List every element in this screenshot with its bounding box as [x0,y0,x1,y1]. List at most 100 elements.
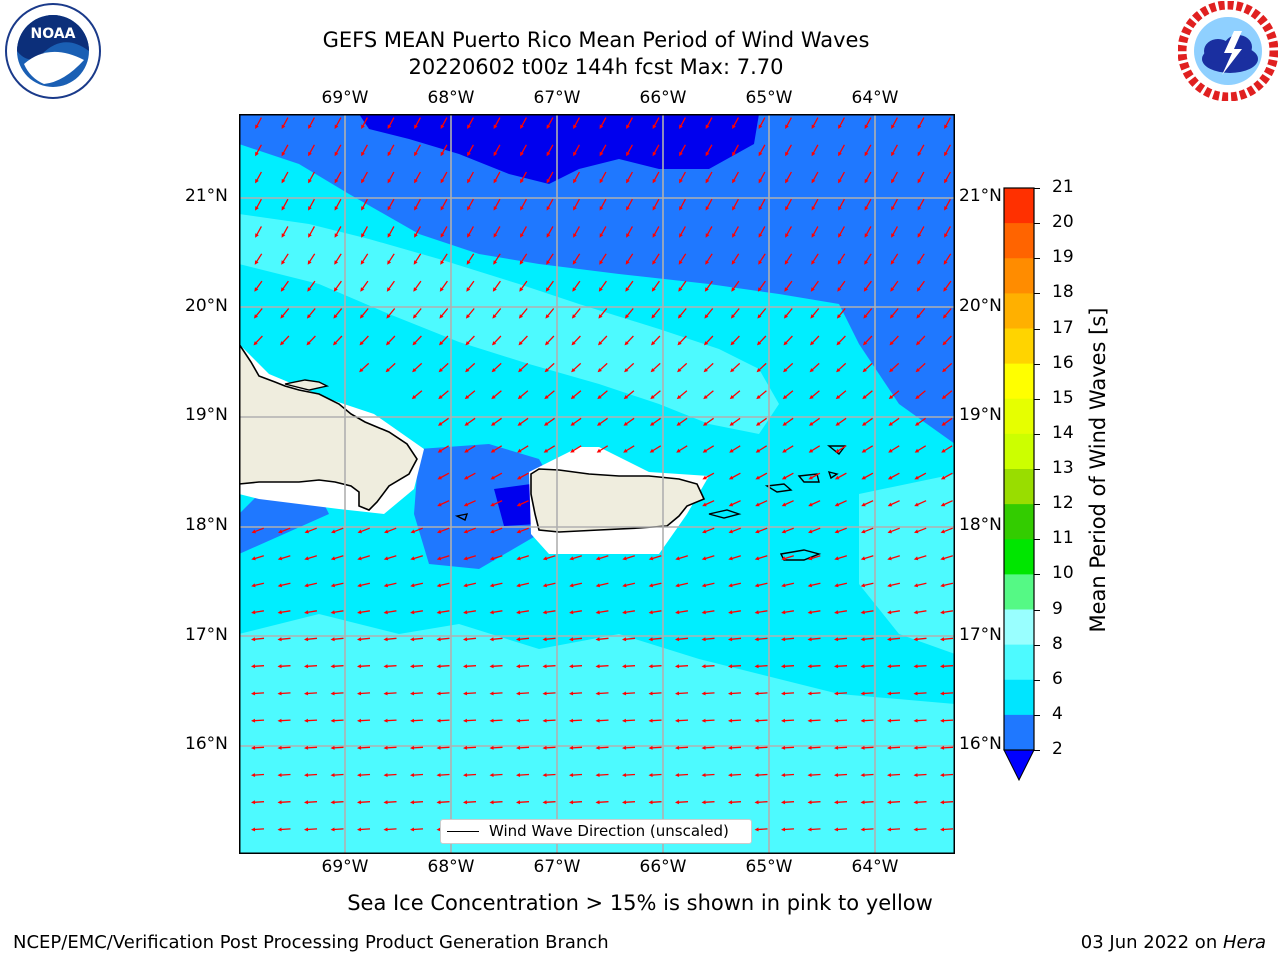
wave-direction-arrow [493,666,503,667]
wave-direction-arrow [890,693,900,694]
wave-direction-arrow [254,666,264,667]
wave-direction-arrow [864,802,874,803]
wave-direction-arrow [307,802,317,803]
wave-direction-arrow [731,693,741,694]
lon-label-bottom-66w: 66°W [623,857,703,877]
wave-direction-arrow [705,775,715,776]
wave-direction-arrow [254,747,264,748]
wave-direction-arrow [307,775,317,776]
wave-direction-arrow [758,693,768,694]
wave-direction-arrow [387,720,397,721]
wave-direction-arrow [890,666,900,667]
wave-direction-arrow [307,693,317,694]
noaa-logo: NOAA [4,2,102,100]
wave-direction-arrow [281,747,291,748]
wave-direction-arrow [837,720,847,721]
wave-direction-arrow [572,666,582,667]
wave-direction-arrow [758,802,768,803]
lon-label-bottom-65w: 65°W [729,857,809,877]
lat-label-right-19n: 19°N [959,405,1002,425]
colorbar-swatches [1000,186,1040,786]
wave-direction-arrow [360,747,370,748]
wave-direction-arrow [307,747,317,748]
wave-direction-arrow [413,775,423,776]
wave-direction-arrow [652,802,662,803]
wave-direction-arrow [546,775,556,776]
wave-direction-arrow [387,802,397,803]
wave-direction-arrow [413,693,423,694]
wave-direction-arrow [864,666,874,667]
wave-direction-arrow [705,802,715,803]
footer-host: Hera [1223,932,1266,953]
wave-direction-arrow [334,747,344,748]
lon-label-top-69w: 69°W [305,88,385,108]
wave-direction-arrow [387,666,397,667]
colorbar-tick-mark [1034,469,1040,470]
wave-direction-arrow [519,775,529,776]
wave-direction-arrow [758,775,768,776]
wave-direction-arrow [466,720,476,721]
wave-direction-arrow [254,829,264,830]
wave-direction-arrow [493,720,503,721]
wave-direction-arrow [254,720,264,721]
wave-direction-arrow [731,802,741,803]
wave-direction-arrow [917,775,927,776]
wave-direction-arrow [546,802,556,803]
wave-direction-arrow [307,666,317,667]
colorbar-tick-mark [1034,539,1040,540]
wave-direction-arrow [519,666,529,667]
wave-direction-arrow [334,775,344,776]
lat-label-right-17n: 17°N [959,625,1002,645]
wave-direction-arrow [546,747,556,748]
colorbar-swatch [1004,504,1034,540]
colorbar-swatch [1004,680,1034,716]
wave-direction-arrow [678,802,688,803]
wave-direction-arrow [440,720,450,721]
wave-direction-arrow [360,720,370,721]
colorbar-tick-label: 19 [1052,247,1074,267]
wave-direction-arrow [943,802,953,803]
lat-label-left-20n: 20°N [185,296,228,316]
legend-label: Wind Wave Direction (unscaled) [489,822,729,840]
wave-direction-arrow [625,747,635,748]
colorbar-tick-label: 16 [1052,353,1074,373]
colorbar-tick-mark [1034,399,1040,400]
colorbar-swatch [1004,223,1034,259]
wave-direction-arrow [890,775,900,776]
wave-direction-arrow [890,802,900,803]
footer-date-text: 03 Jun 2022 on [1081,932,1223,953]
wave-direction-arrow [811,747,821,748]
wave-direction-arrow [440,775,450,776]
wave-direction-arrow [678,693,688,694]
colorbar-tick-mark [1034,364,1040,365]
wave-direction-arrow [837,775,847,776]
wave-direction-arrow [281,693,291,694]
colorbar-tick-label: 13 [1052,458,1074,478]
wave-direction-arrow [784,802,794,803]
colorbar-tick-label: 8 [1052,634,1063,654]
wave-direction-arrow [572,693,582,694]
wave-direction-arrow [387,693,397,694]
wave-direction-arrow [254,802,264,803]
wave-direction-arrow [917,666,927,667]
wave-direction-arrow [387,829,397,830]
colorbar-swatch [1004,574,1034,610]
wave-direction-arrow [466,747,476,748]
lat-label-right-18n: 18°N [959,515,1002,535]
lat-label-right-21n: 21°N [959,186,1002,206]
colorbar-swatch [1004,293,1034,329]
wave-direction-arrow [599,747,609,748]
colorbar-tick-label: 2 [1052,739,1063,759]
wave-direction-arrow [943,829,953,830]
wave-direction-arrow [784,829,794,830]
wave-direction-arrow [334,666,344,667]
lat-label-right-16n: 16°N [959,734,1002,754]
wave-direction-arrow [360,666,370,667]
colorbar-tick-mark [1034,504,1040,505]
wave-direction-arrow [678,720,688,721]
colorbar-tick-label: 14 [1052,423,1074,443]
wave-direction-arrow [864,720,874,721]
colorbar-tick-mark [1034,223,1040,224]
wave-direction-arrow [360,775,370,776]
wave-direction-arrow [334,693,344,694]
